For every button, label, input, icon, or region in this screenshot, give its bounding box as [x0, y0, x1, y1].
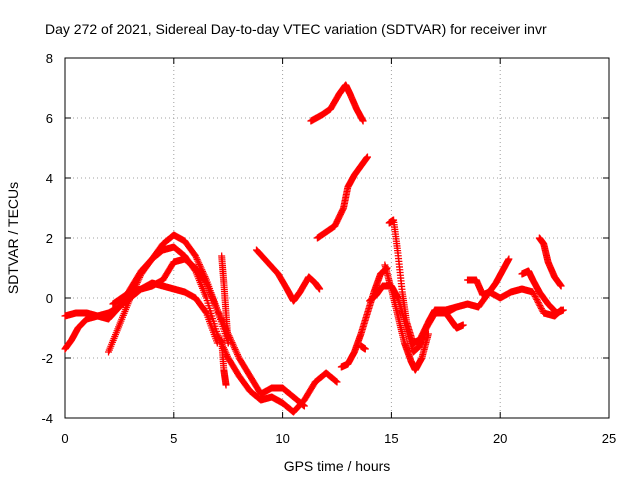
data-point: [534, 299, 542, 306]
series-track-k: [366, 282, 565, 356]
series-track-n: [442, 309, 467, 332]
y-axis-label: SDTVAR / TECUs: [5, 182, 21, 294]
series-track-d: [109, 255, 232, 347]
series-track-g: [252, 246, 324, 305]
data-point: [533, 296, 541, 303]
series-track-j: [337, 264, 391, 371]
data-marks: [61, 81, 567, 416]
x-tick-label: 20: [493, 431, 507, 446]
data-point: [202, 308, 210, 316]
series-track-r: [357, 342, 369, 353]
data-point: [316, 285, 324, 293]
data-point: [531, 293, 539, 300]
data-point: [361, 345, 369, 353]
y-tick-label: 8: [46, 51, 53, 66]
y-tick-label: 2: [46, 231, 53, 246]
data-point: [536, 302, 544, 309]
data-point: [459, 321, 467, 329]
data-point: [224, 339, 232, 347]
y-tick-label: 4: [46, 171, 53, 186]
data-point: [363, 153, 371, 161]
data-point: [424, 330, 432, 338]
data-point: [300, 402, 308, 410]
data-point: [359, 117, 367, 125]
data-point: [530, 291, 538, 299]
data-point: [529, 288, 537, 296]
series-track-h: [307, 81, 367, 125]
x-tick-label: 10: [275, 431, 289, 446]
data-point: [537, 305, 545, 312]
x-tick-label: 0: [61, 431, 68, 446]
x-axis-label: GPS time / hours: [284, 458, 391, 474]
series-track-o: [464, 255, 513, 299]
y-tick-label: 0: [46, 291, 53, 306]
x-tick-label: 25: [602, 431, 616, 446]
data-point: [202, 278, 210, 286]
y-tick-label: 6: [46, 111, 53, 126]
series-track-m: [381, 261, 432, 374]
chart-title: Day 272 of 2021, Sidereal Day-to-day VTE…: [45, 21, 547, 37]
series-track-p: [518, 267, 567, 317]
series-track-q: [535, 234, 565, 290]
y-tick-label: -4: [41, 411, 53, 426]
data-point: [530, 290, 538, 297]
series-track-f: [218, 336, 230, 389]
x-tick-label: 15: [384, 431, 398, 446]
data-point: [557, 282, 565, 290]
data-point: [537, 303, 545, 311]
series-track-c: [105, 231, 308, 410]
data-point: [453, 303, 461, 311]
x-tick-label: 5: [170, 431, 177, 446]
series-track-i: [313, 153, 371, 242]
data-point: [505, 255, 513, 263]
series-track-l: [385, 216, 461, 347]
data-point: [534, 297, 542, 305]
axis-ticks: 0 5 10 15 20 25 -4 -2 0 2 4 6 8: [41, 51, 616, 446]
y-tick-label: -2: [41, 351, 53, 366]
data-point: [222, 381, 230, 389]
series-track-e: [218, 252, 232, 347]
grid: [65, 58, 609, 418]
data-point: [559, 306, 567, 314]
data-point: [333, 378, 341, 386]
data-point: [535, 300, 543, 308]
data-point: [532, 294, 540, 302]
